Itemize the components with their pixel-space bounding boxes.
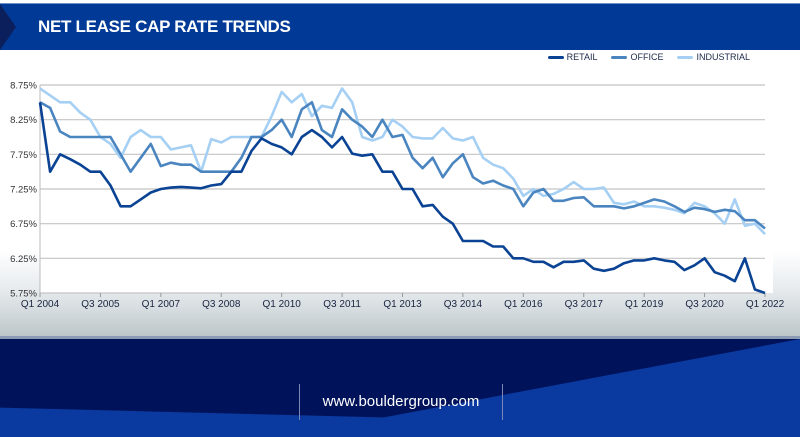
x-tick-label: Q3 2014 — [444, 299, 483, 310]
x-tick-label: Q1 2013 — [383, 299, 422, 310]
y-tick-label: 6.75% — [10, 219, 37, 230]
y-tick-label: 7.75% — [10, 150, 37, 161]
x-tick-label: Q3 2008 — [202, 299, 241, 310]
legend-label-office: OFFICE — [630, 52, 664, 62]
x-tick-label: Q1 2016 — [504, 299, 543, 310]
legend-label-industrial: INDUSTRIAL — [696, 52, 750, 62]
legend-label-retail: RETAIL — [566, 52, 598, 62]
legend-swatch-retail — [547, 55, 564, 59]
x-tick-label: Q3 2020 — [685, 299, 724, 310]
chart-legend: RETAIL OFFICE INDUSTRIAL — [547, 52, 750, 62]
y-tick-label: 7.25% — [10, 185, 37, 196]
y-tick-label: 8.25% — [10, 115, 37, 126]
website-link[interactable]: www.bouldergroup.com — [299, 384, 503, 420]
x-tick-label: Q3 2005 — [81, 299, 120, 310]
legend-item-office: OFFICE — [611, 52, 663, 62]
legend-swatch-industrial — [677, 55, 694, 59]
page-title: NET LEASE CAP RATE TRENDS — [38, 17, 291, 36]
legend-item-retail: RETAIL — [547, 52, 598, 62]
series-line-retail — [38, 102, 766, 295]
title-bar: NET LEASE CAP RATE TRENDS — [0, 3, 800, 50]
series-line-office — [39, 101, 766, 230]
y-tick-label: 6.25% — [10, 254, 37, 265]
x-tick-label: Q1 2019 — [625, 299, 664, 310]
y-tick-label: 8.75% — [10, 81, 37, 92]
title-notch — [0, 4, 16, 50]
series-line-industrial — [39, 87, 766, 236]
legend-item-industrial: INDUSTRIAL — [677, 52, 750, 62]
footer-band — [0, 336, 800, 437]
legend-swatch-office — [611, 55, 628, 59]
x-tick-label: Q1 2022 — [746, 299, 785, 310]
x-tick-label: Q1 2007 — [142, 299, 181, 310]
plot-area — [40, 77, 773, 293]
x-tick-label: Q3 2017 — [565, 299, 604, 310]
x-tick-label: Q3 2011 — [323, 299, 361, 310]
x-tick-label: Q1 2010 — [262, 299, 301, 310]
y-tick-label: 5.75% — [10, 289, 37, 300]
x-tick-label: Q1 2004 — [21, 299, 60, 310]
